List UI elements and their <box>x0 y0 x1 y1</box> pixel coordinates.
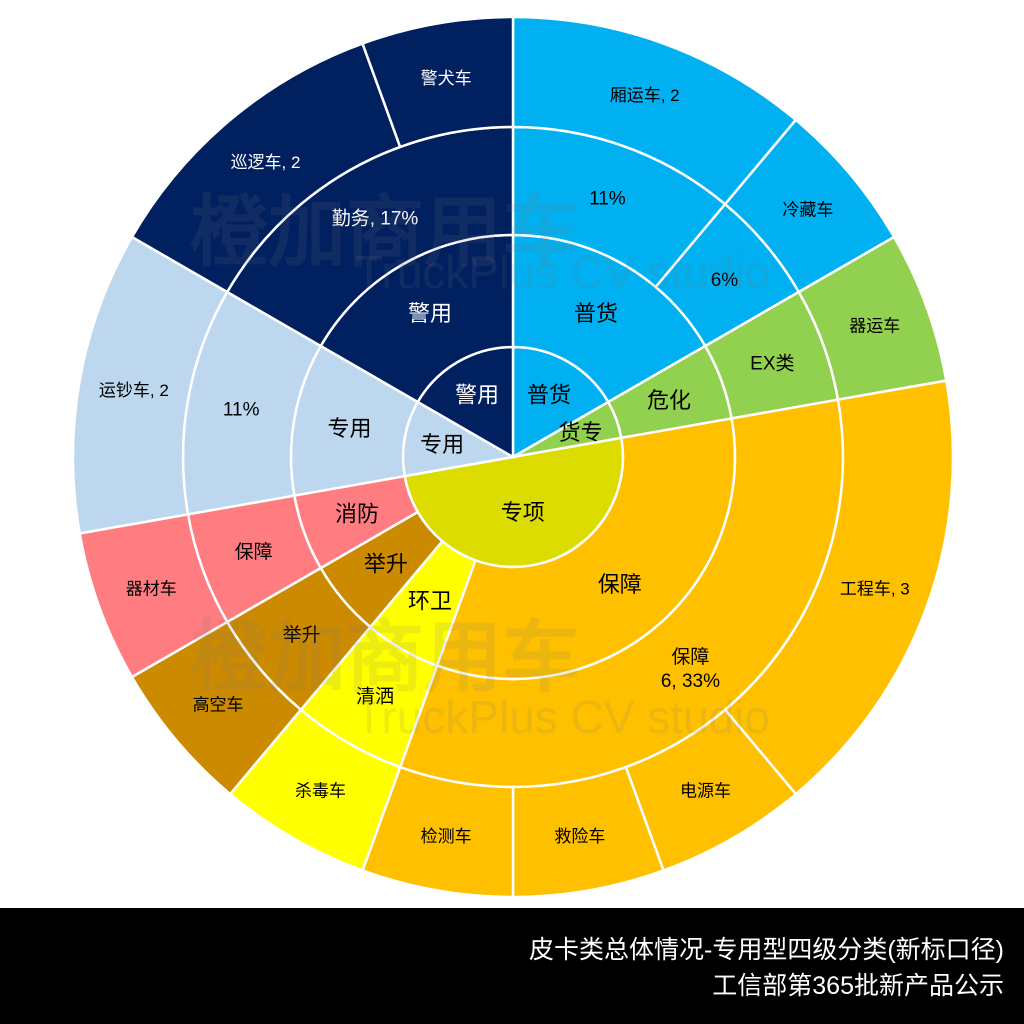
label-ring4-12: 警犬车 <box>421 69 472 88</box>
label-ring4-2: 器运车 <box>849 316 900 335</box>
label-ring4-0: 厢运车, 2 <box>610 86 680 105</box>
label-line: 冷藏车 <box>782 200 833 219</box>
label-line: 警犬车 <box>421 69 472 88</box>
label-line: 专项 <box>501 500 545 525</box>
label-ring3-8: 勤务, 17% <box>332 208 419 230</box>
label-line: 11% <box>589 188 626 209</box>
label-ring3-6: 保障 <box>235 541 273 563</box>
label-ring4-4: 电源车 <box>680 781 731 800</box>
label-ring2-7: 警用 <box>408 301 452 326</box>
label-ring4-1: 冷藏车 <box>782 200 833 219</box>
label-ring4-3: 工程车, 3 <box>840 580 910 599</box>
label-ring4-6: 检测车 <box>421 827 472 846</box>
label-line: 举升 <box>364 551 408 576</box>
label-ring2-6: 专用 <box>328 416 372 441</box>
label-ring4-10: 运钞车, 2 <box>99 381 169 400</box>
label-line: 普货 <box>574 301 618 326</box>
label-line: 运钞车, 2 <box>99 381 169 400</box>
label-line: 11% <box>223 400 260 421</box>
label-line: 杀毒车 <box>295 781 346 800</box>
label-ring4-5: 救险车 <box>554 827 605 846</box>
label-ring2-3: 环卫 <box>408 588 452 613</box>
label-line: 勤务, 17% <box>332 208 419 230</box>
label-ring2-2: 保障 <box>598 572 642 597</box>
label-line: 举升 <box>283 624 321 646</box>
label-ring1-4: 警用 <box>455 382 499 407</box>
label-line: 环卫 <box>408 588 452 613</box>
label-ring1-3: 专用 <box>420 432 464 457</box>
label-line: 高空车 <box>193 695 244 714</box>
label-line: 工程车, 3 <box>840 580 910 599</box>
label-ring3-3: 保障 6, 33% <box>661 646 720 692</box>
label-ring1-2: 专项 <box>501 500 545 525</box>
label-ring1-0: 普货 <box>527 382 571 407</box>
label-line: 救险车 <box>554 827 605 846</box>
footer-title: 皮卡类总体情况-专用型四级分类(新标口径) <box>529 936 1004 964</box>
label-ring2-1: 危化 <box>647 388 691 413</box>
label-line: 消防 <box>335 501 379 526</box>
label-ring4-11: 巡逻车, 2 <box>231 153 301 172</box>
label-ring3-1: 6% <box>711 270 739 291</box>
segment-ring4-12 <box>360 15 515 149</box>
footer-bar: 皮卡类总体情况-专用型四级分类(新标口径) 工信部第365批新产品公示 <box>0 908 1024 1024</box>
label-ring2-0: 普货 <box>574 301 618 326</box>
label-line: 普货 <box>527 382 571 407</box>
label-ring3-5: 举升 <box>283 624 321 646</box>
label-line: 巡逻车, 2 <box>231 153 301 172</box>
label-ring2-5: 消防 <box>335 501 379 526</box>
label-line: 保障 <box>235 541 273 563</box>
label-ring3-0: 11% <box>589 188 626 209</box>
label-line: 清洒 <box>356 686 394 708</box>
label-line: 专用 <box>328 416 372 441</box>
label-line: 器运车 <box>849 316 900 335</box>
label-ring3-7: 11% <box>223 400 260 421</box>
label-line: 器材车 <box>126 580 177 599</box>
label-line: 6, 33% <box>661 671 720 692</box>
label-line: 6% <box>711 270 739 291</box>
label-line: EX类 <box>750 352 794 374</box>
label-ring1-1: 货专 <box>559 420 603 445</box>
label-line: 警用 <box>455 382 499 407</box>
label-ring3-4: 清洒 <box>356 686 394 708</box>
label-line: 电源车 <box>680 781 731 800</box>
label-ring4-8: 高空车 <box>193 695 244 714</box>
label-line: 厢运车, 2 <box>610 86 680 105</box>
label-line: 专用 <box>420 432 464 457</box>
label-line: 保障 <box>598 572 642 597</box>
label-ring4-9: 器材车 <box>126 580 177 599</box>
label-ring2-4: 举升 <box>364 551 408 576</box>
label-line: 警用 <box>408 301 452 326</box>
footer-subtitle: 工信部第365批新产品公示 <box>712 972 1004 1000</box>
label-ring3-2: EX类 <box>750 352 794 374</box>
label-line: 危化 <box>647 388 691 413</box>
label-line: 货专 <box>559 420 603 445</box>
label-line: 检测车 <box>421 827 472 846</box>
label-line: 保障 <box>671 646 709 668</box>
label-ring4-7: 杀毒车 <box>295 781 346 800</box>
